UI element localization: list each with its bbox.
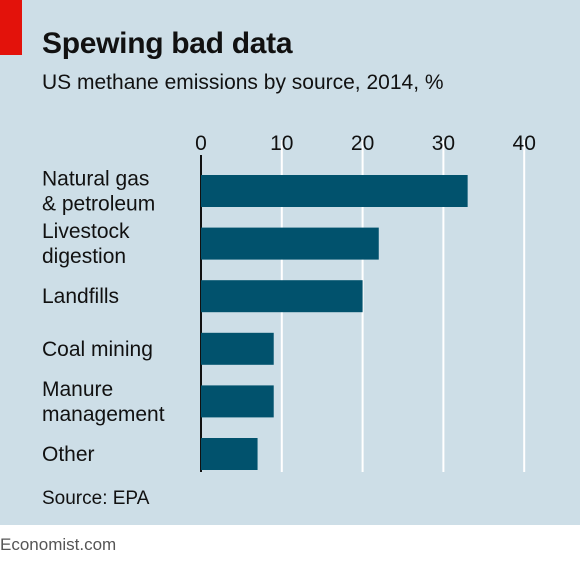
x-tick-labels: 0 10 20 30 40 <box>195 132 536 155</box>
category-label: Natural gas <box>42 168 149 191</box>
category-label: & petroleum <box>42 193 155 216</box>
chart-panel <box>0 0 580 525</box>
category-label: Manure <box>42 378 113 401</box>
bar <box>201 280 363 313</box>
bar <box>201 385 274 418</box>
category-label: management <box>42 403 165 426</box>
bar <box>201 332 274 365</box>
bar <box>201 175 468 207</box>
category-label: Landfills <box>42 285 119 308</box>
category-label: digestion <box>42 245 126 268</box>
economist-brand: Economist.com <box>0 535 117 554</box>
category-label: Other <box>42 443 95 466</box>
category-label: Livestock <box>42 220 130 243</box>
bar-chart: 0 10 20 30 40 Natural gas& petroleum Livestoc… <box>42 132 536 472</box>
x-tick-label: 30 <box>432 132 455 155</box>
bar <box>201 227 379 260</box>
x-tick-label: 10 <box>270 132 293 155</box>
x-tick-label: 40 <box>513 132 536 155</box>
source-note: Source: EPA <box>42 488 150 509</box>
category-label: Coal mining <box>42 338 153 361</box>
x-tick-label: 0 <box>195 132 207 155</box>
chart-subtitle: US methane emissions by source, 2014, % <box>42 71 444 94</box>
brand-red-tab <box>0 0 22 55</box>
category-labels: Natural gas& petroleum Livestockdigestion… <box>42 168 165 467</box>
x-tick-label: 20 <box>351 132 374 155</box>
bars <box>201 175 468 470</box>
chart-title: Spewing bad data <box>42 27 293 60</box>
bar <box>201 438 258 470</box>
